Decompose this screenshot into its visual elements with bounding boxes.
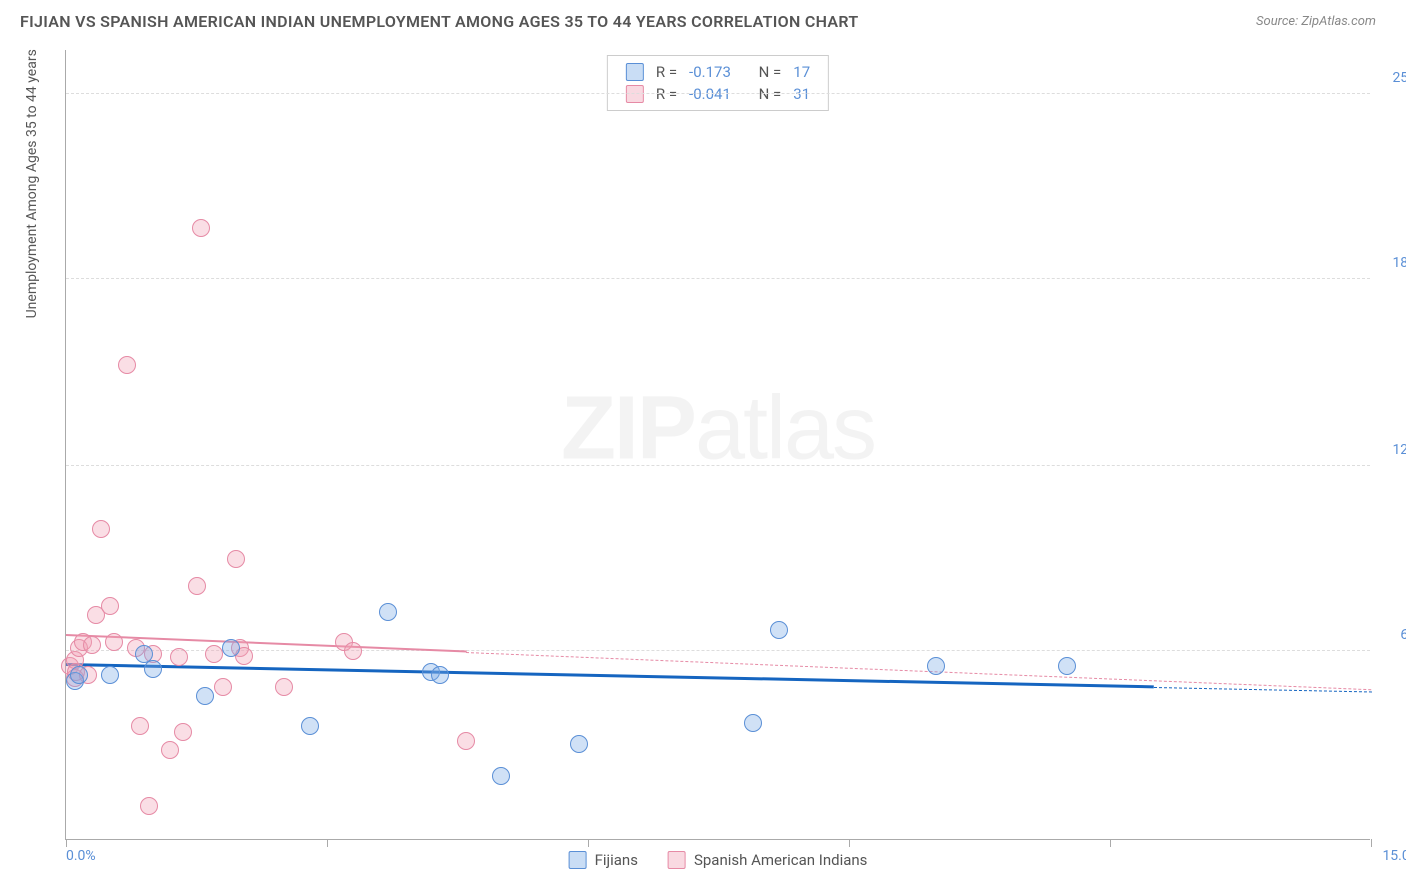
scatter-point-pink bbox=[170, 648, 188, 666]
r-val-1: -0.041 bbox=[689, 85, 731, 103]
plot-area: ZIPatlas R = -0.173 N = 17 R = -0.041 N … bbox=[65, 50, 1370, 840]
scatter-point-blue bbox=[1058, 657, 1076, 675]
y-tick-label: 25.0% bbox=[1392, 70, 1406, 86]
n-val-0: 17 bbox=[793, 63, 810, 81]
trend-line-pink-dashed bbox=[466, 652, 1371, 690]
watermark-bold: ZIP bbox=[561, 378, 695, 478]
stat-row-0: R = -0.173 N = 17 bbox=[626, 61, 810, 83]
source-label: Source: ZipAtlas.com bbox=[1256, 14, 1376, 29]
x-tick bbox=[1371, 839, 1372, 847]
scatter-point-pink bbox=[140, 797, 158, 815]
scatter-point-pink bbox=[205, 645, 223, 663]
gridline bbox=[66, 650, 1370, 651]
x-tick-label-min: 0.0% bbox=[66, 848, 96, 864]
y-tick-label: 6.3% bbox=[1400, 627, 1406, 643]
legend-swatch-pink-icon bbox=[668, 851, 686, 869]
scatter-point-pink bbox=[101, 597, 119, 615]
x-tick bbox=[849, 839, 850, 847]
n-val-1: 31 bbox=[793, 85, 810, 103]
y-tick-label: 18.8% bbox=[1392, 255, 1406, 271]
chart-title: FIJIAN VS SPANISH AMERICAN INDIAN UNEMPL… bbox=[20, 12, 858, 31]
scatter-point-pink bbox=[227, 550, 245, 568]
stat-legend: R = -0.173 N = 17 R = -0.041 N = 31 bbox=[607, 55, 829, 111]
scatter-point-blue bbox=[222, 639, 240, 657]
n-label-0: N = bbox=[759, 63, 782, 81]
x-tick bbox=[66, 839, 67, 847]
scatter-point-pink bbox=[214, 678, 232, 696]
scatter-point-blue bbox=[301, 717, 319, 735]
scatter-point-blue bbox=[196, 687, 214, 705]
scatter-point-blue bbox=[379, 603, 397, 621]
bottom-legend: Fijians Spanish American Indians bbox=[569, 851, 868, 869]
legend-label-1: Spanish American Indians bbox=[694, 851, 867, 869]
scatter-point-pink bbox=[105, 633, 123, 651]
x-tick bbox=[327, 839, 328, 847]
x-tick bbox=[1110, 839, 1111, 847]
scatter-point-pink bbox=[118, 356, 136, 374]
scatter-point-blue bbox=[570, 735, 588, 753]
gridline bbox=[66, 93, 1370, 94]
scatter-point-pink bbox=[188, 577, 206, 595]
scatter-point-pink bbox=[92, 520, 110, 538]
swatch-blue-icon bbox=[626, 63, 644, 81]
scatter-point-pink bbox=[192, 219, 210, 237]
legend-item-0: Fijians bbox=[569, 851, 638, 869]
r-label-1: R = bbox=[656, 85, 677, 103]
x-tick-label-max: 15.0% bbox=[1382, 848, 1406, 864]
scatter-point-pink bbox=[457, 732, 475, 750]
x-tick bbox=[588, 839, 589, 847]
legend-swatch-blue-icon bbox=[569, 851, 587, 869]
watermark-light: atlas bbox=[695, 378, 875, 478]
gridline bbox=[66, 278, 1370, 279]
r-label-0: R = bbox=[656, 63, 677, 81]
scatter-point-pink bbox=[174, 723, 192, 741]
scatter-point-blue bbox=[770, 621, 788, 639]
scatter-point-blue bbox=[431, 666, 449, 684]
scatter-point-pink bbox=[83, 636, 101, 654]
r-val-0: -0.173 bbox=[689, 63, 731, 81]
legend-label-0: Fijians bbox=[595, 851, 638, 869]
scatter-point-blue bbox=[101, 666, 119, 684]
y-tick-label: 12.5% bbox=[1392, 442, 1406, 458]
scatter-point-pink bbox=[131, 717, 149, 735]
scatter-point-blue bbox=[144, 660, 162, 678]
scatter-point-pink bbox=[161, 741, 179, 759]
scatter-point-pink bbox=[344, 642, 362, 660]
gridline bbox=[66, 465, 1370, 466]
y-axis-label: Unemployment Among Ages 35 to 44 years bbox=[24, 49, 40, 318]
scatter-point-blue bbox=[927, 657, 945, 675]
scatter-point-pink bbox=[275, 678, 293, 696]
legend-item-1: Spanish American Indians bbox=[668, 851, 867, 869]
swatch-pink-icon bbox=[626, 85, 644, 103]
scatter-point-blue bbox=[744, 714, 762, 732]
stat-row-1: R = -0.041 N = 31 bbox=[626, 83, 810, 105]
chart-container: Unemployment Among Ages 35 to 44 years Z… bbox=[50, 50, 1370, 840]
scatter-point-blue bbox=[70, 666, 88, 684]
n-label-1: N = bbox=[759, 85, 782, 103]
scatter-point-blue bbox=[492, 767, 510, 785]
